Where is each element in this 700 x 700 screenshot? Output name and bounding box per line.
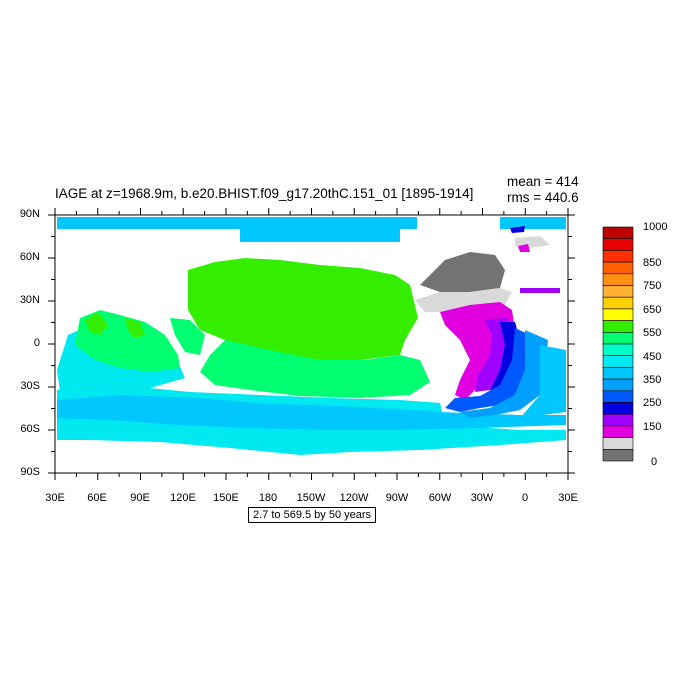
x-tick-label: 0 [521, 492, 529, 504]
south-atlantic-cyan [520, 345, 566, 418]
colorbar-swatch [602, 261, 634, 275]
x-tick-label: 90W [385, 492, 409, 504]
colorbar-label: 250 [643, 397, 662, 409]
x-tick-label: 120W [339, 492, 369, 504]
x-tick-label: 150E [213, 492, 239, 504]
colorbar-swatch [602, 437, 634, 450]
colorbar-label: 850 [643, 257, 662, 269]
colorbar-swatch [602, 413, 634, 427]
south-pacific [200, 340, 430, 398]
x-tick-label: 30E [45, 492, 65, 504]
west-pacific [170, 318, 205, 355]
y-tick-label: 30N [19, 294, 40, 306]
north-atlantic-gray [420, 252, 505, 292]
rms-stat: rms = 440.6 [507, 190, 579, 205]
colorbar-label: 750 [643, 280, 662, 292]
arctic-band [57, 217, 417, 229]
colorbar-swatch [602, 343, 634, 356]
colorbar-swatch [602, 296, 634, 310]
colorbar-label: 1000 [643, 221, 668, 233]
colorbar-swatch [602, 425, 634, 438]
bay-of-bengal [125, 318, 145, 338]
colorbar-swatch [602, 355, 634, 368]
x-tick-label: 60W [428, 492, 452, 504]
colorbar-swatch [602, 238, 634, 251]
atlantic-mid-blue [460, 330, 548, 418]
axis-ticks [48, 208, 575, 480]
y-tick-label: 90S [20, 466, 40, 478]
arctic-basin [240, 228, 400, 242]
colorbar-swatch [602, 390, 634, 403]
x-tick-label: 150W [296, 492, 326, 504]
atlantic-blue [445, 328, 530, 412]
colorbar-swatch [602, 367, 634, 380]
pacific-ocean [188, 258, 418, 360]
y-tick-label: 60N [19, 251, 40, 263]
colorbar-swatch [602, 285, 634, 298]
x-tick-label: 30W [470, 492, 494, 504]
x-tick-label: 180 [258, 492, 278, 504]
colorbar-label: 350 [643, 374, 662, 386]
ocean-fields [57, 217, 566, 455]
mean-stat: mean = 414 [507, 174, 579, 189]
colorbar-label: 450 [643, 351, 662, 363]
labrador-magenta [518, 244, 530, 252]
arctic-band-east [500, 217, 566, 229]
colorbar-label: 150 [643, 421, 662, 433]
x-tick-label: 90E [130, 492, 150, 504]
colorbar-label: 0 [651, 456, 658, 468]
colorbar-swatch [602, 226, 634, 239]
colorbar-swatch [602, 378, 634, 392]
colorbar-label: 550 [643, 327, 662, 339]
med-purple [520, 288, 560, 293]
southern-band-blue [57, 395, 566, 430]
colorbar-swatch [602, 402, 634, 415]
x-tick-label: 30E [558, 492, 578, 504]
x-tick-label: 120E [170, 492, 196, 504]
y-tick-label: 30S [20, 380, 40, 392]
colorbar-swatch [602, 448, 634, 462]
colorbar-label: 650 [643, 304, 662, 316]
colorbar-swatch [602, 308, 634, 321]
colorbar-swatch [602, 331, 634, 345]
contour-info-box: 2.7 to 569.5 by 50 years [248, 507, 377, 523]
arabian-sea [85, 312, 108, 335]
arctic-blue [510, 226, 525, 233]
x-tick-label: 60E [87, 492, 107, 504]
colorbar-swatch [602, 320, 634, 333]
y-tick-label: 60S [20, 423, 40, 435]
plot-title: IAGE at z=1968.9m, b.e20.BHIST.f09_g17.2… [55, 186, 474, 201]
y-tick-label: 0 [33, 337, 40, 349]
colorbar-swatch [602, 273, 634, 286]
colorbar [602, 226, 634, 462]
y-tick-label: 90N [19, 208, 40, 220]
atlantic-deep-blue [488, 322, 520, 400]
colorbar-swatch [602, 250, 634, 263]
